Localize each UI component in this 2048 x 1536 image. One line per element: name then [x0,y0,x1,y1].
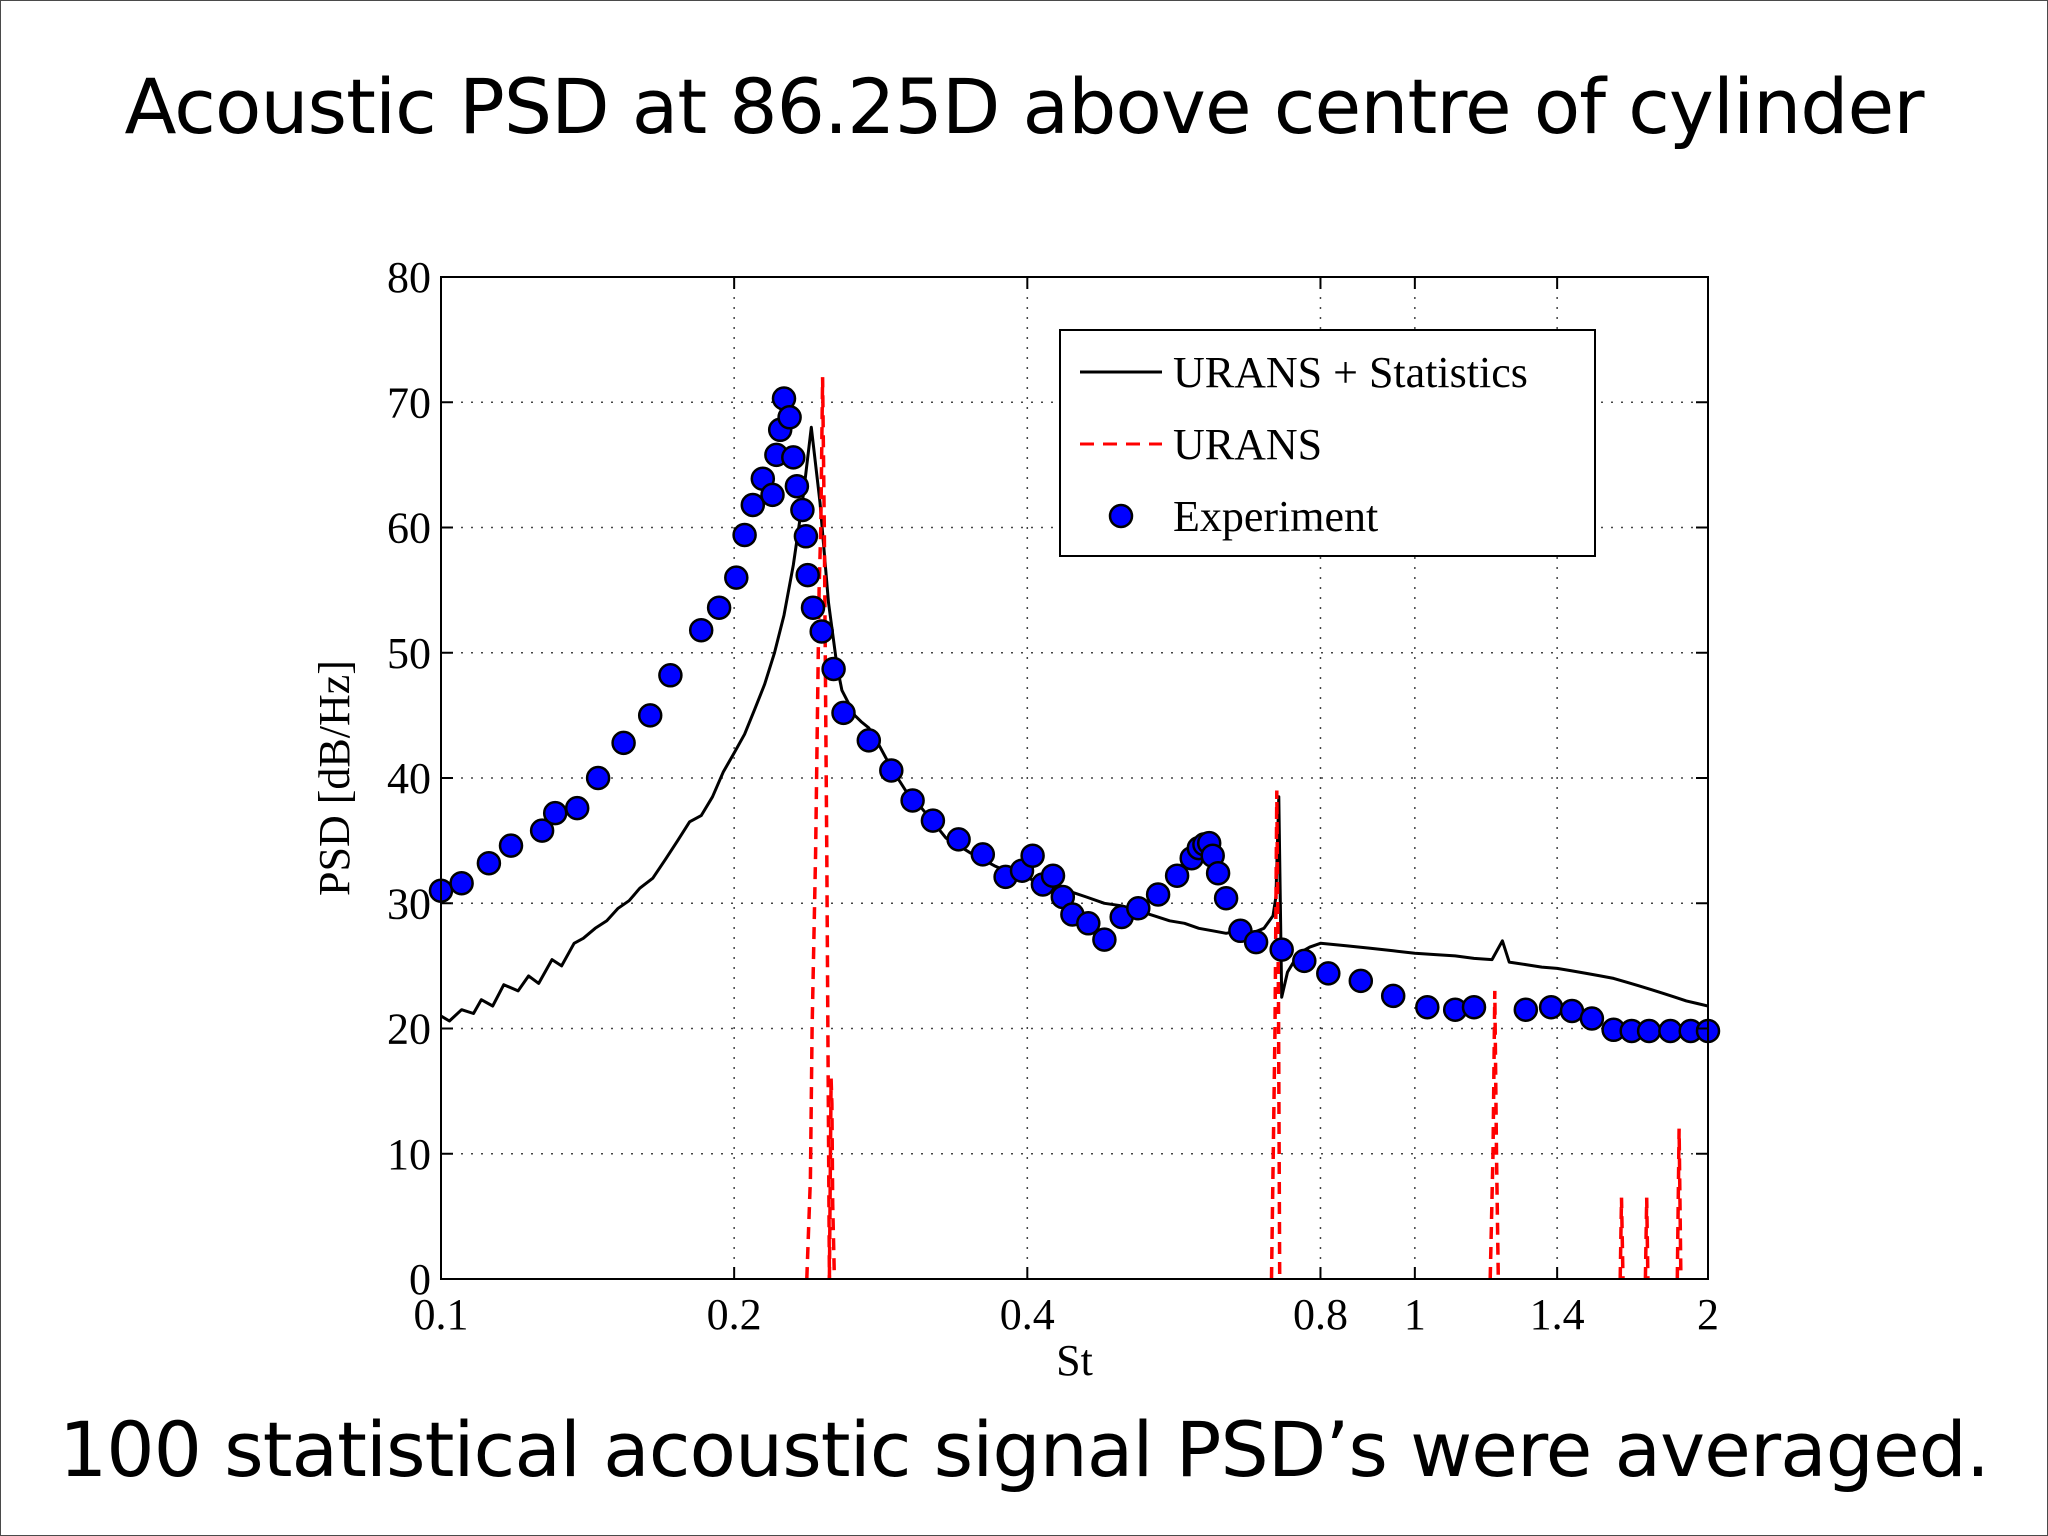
experiment-point [900,788,925,813]
y-tick-label: 30 [387,879,431,928]
x-tick-label: 1.4 [1530,1290,1585,1339]
experiment-point [637,703,663,728]
series-line-urans [1643,1197,1650,1279]
experiment-point [1292,948,1317,974]
experiment-point [809,619,834,644]
slide-title: Acoustic PSD at 86.25D above centre of c… [124,62,1924,151]
experiment-point [800,595,826,620]
x-tick-label: 2 [1697,1290,1719,1339]
x-tick-label: 1 [1404,1290,1426,1339]
experiment-point [1579,1006,1605,1031]
experiment-point [760,482,785,508]
experiment-point [831,700,856,726]
experiment-point [1513,997,1539,1022]
y-tick-label: 60 [387,504,431,553]
experiment-point [1636,1018,1662,1044]
experiment-point [879,758,904,783]
experiment-point [542,800,568,826]
y-tick-label: 70 [387,378,431,427]
x-tick-label: 0.2 [707,1290,762,1339]
y-tick-label: 40 [387,754,431,803]
experiment-point [970,842,996,867]
experiment-point [1213,885,1239,911]
experiment-point [1415,994,1440,1020]
series-line-urans [827,1078,837,1279]
experiment-point [1269,937,1294,962]
experiment-point [1348,968,1374,994]
legend-label-experiment: Experiment [1173,492,1378,541]
y-tick-label: 20 [387,1005,431,1054]
slide-caption: 100 statistical acoustic signal PSD’s we… [58,1405,1990,1494]
experiment-point [1380,983,1406,1009]
series-line-urans [1618,1197,1625,1279]
experiment-point [724,565,749,590]
y-tick-label: 10 [387,1130,431,1179]
experiment-point [529,818,555,843]
experiment-point [732,522,757,548]
legend-label-urans-statistics: URANS + Statistics [1173,348,1528,397]
experiment-point [1092,927,1117,952]
experiment-point [1076,911,1101,936]
experiment-point [1020,843,1045,868]
experiment-point [1040,863,1066,888]
x-axis-label: St [1056,1336,1093,1385]
series-line-urans [1675,1128,1683,1279]
series-line-urans [805,377,832,1279]
experiment-point [1461,994,1487,1020]
experiment-point [564,795,590,821]
legend-swatch-experiment [1108,503,1134,529]
experiment-point [688,617,714,643]
experiment-point [790,497,815,523]
experiment-point [1243,929,1269,955]
experiment-point [611,730,636,756]
experiment-point [1205,860,1231,886]
experiment-point [784,473,810,499]
experiment-point [449,870,474,896]
experiment-point [1316,961,1341,986]
experiment-point [1164,863,1190,888]
series-line-urans [1488,990,1501,1279]
y-tick-label: 0 [409,1255,431,1304]
series-line-urans [1269,790,1282,1279]
y-tick-label: 80 [387,253,431,302]
experiment-point [1126,896,1151,921]
experiment-point [793,524,819,549]
experiment-point [1658,1018,1683,1044]
experiment-point [821,656,846,682]
legend-label-urans: URANS [1173,420,1322,469]
y-axis-label: PSD [dB/Hz] [310,660,359,896]
y-tick-label: 50 [387,629,431,678]
experiment-point [795,562,820,588]
experiment-point [740,492,766,518]
experiment-point [585,765,611,791]
x-tick-label: 0.8 [1293,1290,1348,1339]
experiment-point [498,833,524,858]
experiment-point [856,728,882,753]
x-tick-label: 0.4 [1000,1290,1055,1339]
experiment-point [777,405,802,430]
experiment-point [1538,994,1564,1020]
experiment-point [946,827,971,852]
experiment-point [781,445,806,470]
grid-lines [441,277,1708,1279]
experiment-point [920,808,946,833]
experiment-point [706,595,732,620]
experiment-point [476,850,502,876]
experiment-point [658,663,683,688]
x-tick-label: 0.1 [414,1290,469,1339]
experiment-point [1145,882,1171,907]
legend: URANS + Statistics URANS Experiment [1059,329,1596,557]
